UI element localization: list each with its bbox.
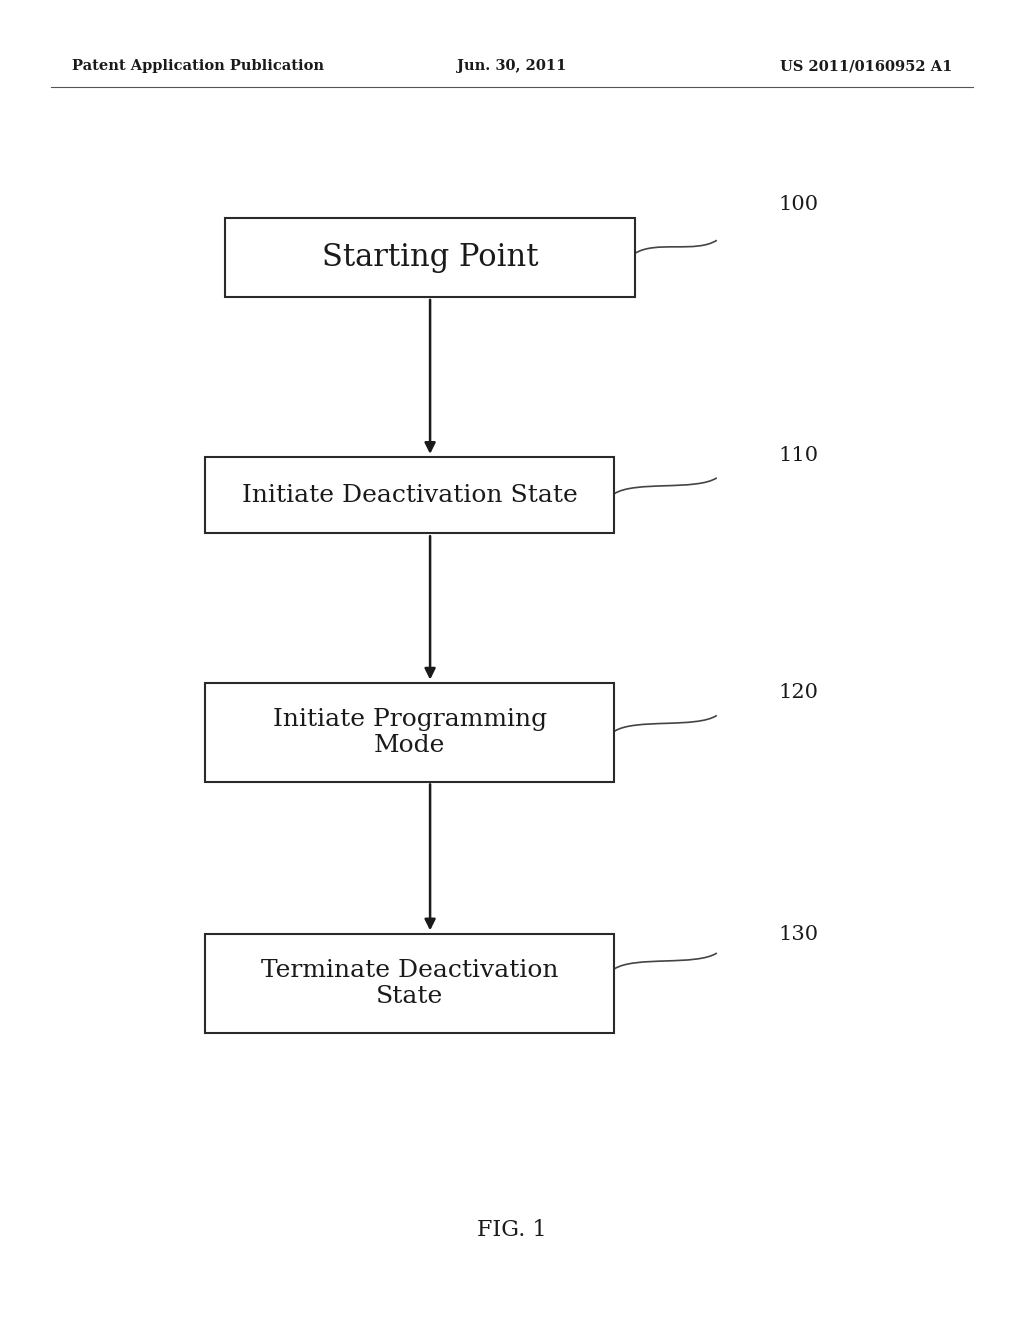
Text: FIG. 1: FIG. 1 [477, 1220, 547, 1241]
Text: 130: 130 [778, 925, 818, 944]
Bar [205, 682, 614, 781]
Text: Initiate Deactivation State: Initiate Deactivation State [242, 483, 578, 507]
Bar [225, 218, 635, 297]
Text: 110: 110 [778, 446, 818, 465]
Text: Patent Application Publication: Patent Application Publication [72, 59, 324, 73]
Text: US 2011/0160952 A1: US 2011/0160952 A1 [780, 59, 952, 73]
Bar [205, 935, 614, 1032]
Text: Jun. 30, 2011: Jun. 30, 2011 [458, 59, 566, 73]
Text: Terminate Deactivation
State: Terminate Deactivation State [261, 958, 558, 1008]
Text: Starting Point: Starting Point [322, 242, 539, 273]
Text: 120: 120 [778, 684, 818, 702]
Text: 100: 100 [778, 195, 818, 214]
Bar [205, 457, 614, 532]
Text: Initiate Programming
Mode: Initiate Programming Mode [272, 708, 547, 758]
